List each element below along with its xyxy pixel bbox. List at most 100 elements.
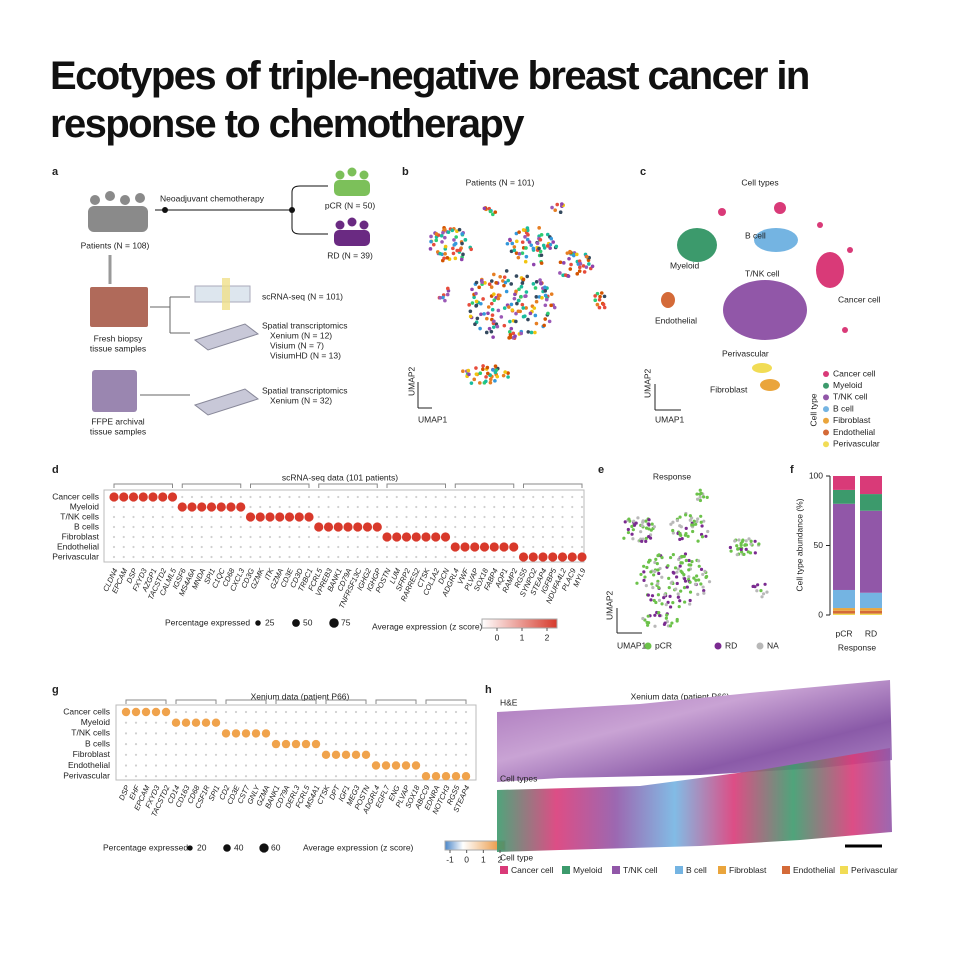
background-dot (314, 775, 318, 778)
umap-point (516, 309, 521, 314)
background-dot (366, 505, 369, 509)
umap-point (543, 317, 548, 321)
background-dot (224, 721, 228, 724)
umap-point (671, 601, 675, 605)
background-dot (249, 535, 252, 539)
umap-point (668, 594, 672, 599)
umap-point (513, 334, 517, 339)
label: Spatial transcriptomics (262, 320, 348, 330)
umap-point (675, 518, 680, 523)
umap-point (692, 519, 696, 523)
size-legend-label: 75 (341, 617, 351, 627)
umap-point (646, 623, 650, 627)
umap-point (486, 305, 491, 309)
umap-point (682, 554, 686, 559)
umap-point (676, 567, 680, 571)
background-dot (394, 775, 398, 778)
dot (161, 707, 171, 717)
background-dot (364, 721, 368, 724)
legend-swatch (823, 441, 829, 448)
background-dot (334, 732, 338, 735)
background-dot (346, 535, 350, 539)
background-dot (220, 545, 223, 549)
umap-point (676, 592, 680, 596)
umap-point (691, 529, 695, 534)
umap-point (655, 562, 659, 566)
umap-point (697, 559, 701, 563)
background-dot (181, 545, 184, 549)
background-dot (214, 710, 218, 714)
row-label: Myeloid (81, 717, 111, 727)
background-dot (264, 775, 268, 778)
umap-point (483, 281, 487, 285)
umap-point (695, 519, 699, 524)
background-dot (414, 721, 418, 724)
background-dot (364, 710, 368, 714)
background-dot (298, 505, 301, 509)
background-dot (473, 495, 476, 499)
row-label: Cancer cells (52, 491, 99, 501)
bar-segment (860, 476, 882, 495)
background-dot (356, 535, 359, 539)
row-label: Cancer cells (63, 706, 110, 716)
background-dot (259, 555, 262, 559)
legend-label: NA (767, 640, 779, 650)
background-dot (210, 545, 213, 549)
background-dot (434, 764, 438, 767)
background-dot (264, 743, 268, 746)
umap-point (595, 302, 600, 307)
legend-swatch (782, 866, 790, 874)
umap-point (649, 570, 653, 574)
background-dot (454, 764, 458, 767)
umap-point (529, 330, 534, 335)
background-dot (346, 505, 350, 509)
background-dot (464, 732, 468, 735)
size-legend-label: 25 (265, 617, 275, 627)
umap-point (627, 517, 631, 521)
legend-swatch (675, 866, 683, 874)
background-dot (384, 775, 388, 778)
group-bracket (181, 483, 242, 488)
background-dot (164, 775, 168, 778)
background-dot (415, 555, 418, 559)
umap-point (656, 579, 660, 583)
background-dot (249, 505, 252, 509)
background-dot (161, 555, 164, 559)
umap-point (446, 230, 451, 234)
background-dot (532, 535, 535, 539)
background-dot (404, 721, 408, 724)
label: Neoadjuvant chemotherapy (160, 193, 265, 203)
background-dot (394, 743, 398, 746)
background-dot (294, 732, 298, 735)
background-dot (239, 525, 242, 529)
umap-point (439, 234, 444, 238)
background-dot (364, 775, 368, 778)
group-bracket (175, 699, 217, 704)
background-dot (184, 743, 188, 746)
background-dot (284, 721, 288, 724)
background-dot (174, 743, 178, 746)
background-dot (124, 764, 128, 767)
umap-point (700, 524, 704, 528)
umap-point (622, 536, 626, 540)
group-bracket (113, 483, 173, 488)
background-dot (405, 495, 408, 499)
umap-point (543, 289, 548, 293)
umap-point (508, 319, 512, 324)
umap-point (443, 244, 448, 249)
label: tissue samples (90, 343, 146, 353)
legend-label: Cancer cell (833, 368, 876, 378)
umap-point (692, 576, 696, 580)
umap-point (675, 570, 679, 574)
umap-point (489, 301, 494, 306)
bar-segment (860, 510, 882, 593)
dot (201, 718, 211, 727)
background-dot (541, 535, 545, 539)
umap-point (545, 232, 550, 237)
umap-point (582, 270, 587, 274)
background-dot (356, 495, 359, 499)
axis-label: UMAP2 (642, 368, 652, 398)
umap (428, 202, 607, 385)
color-legend-label: -1 (446, 854, 454, 864)
umap-point (590, 264, 595, 269)
